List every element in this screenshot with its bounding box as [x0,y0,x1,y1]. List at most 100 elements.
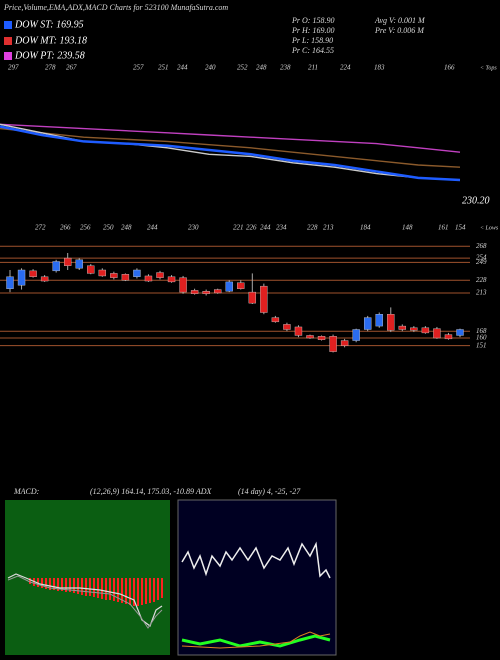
info: Pr O: 158.90 [291,16,334,25]
lows-label: < Lows [480,225,499,231]
top-value: 252 [237,64,248,72]
top-value: 238 [280,64,291,72]
candle-body [398,325,407,330]
info: Pre V: 0.006 M [374,26,425,35]
candle-body [329,336,337,352]
candle-body [294,326,303,336]
title: Price,Volume,EMA,ADX,MACD Charts for 523… [3,3,228,12]
macd-line [7,573,163,627]
low-value: 256 [80,224,91,232]
candle-body [225,281,233,292]
candle-body [271,317,280,323]
low-value: 228 [307,224,318,232]
macd-text: (12,26,9) 164.14, 175.03, -10.89 ADX [90,487,213,496]
low-value: 244 [147,224,158,232]
candle-body [121,274,130,281]
candle-body [237,282,245,289]
candle-body [190,290,199,294]
tops-label: < Tops [480,65,497,71]
low-value: 184 [360,224,371,232]
level-label: 213 [476,289,487,297]
low-value: 226 [246,224,257,232]
candle-body [375,314,383,327]
dow-label: DOW MT: 193.18 [14,35,87,46]
level-label: 160 [476,334,487,342]
level-label: 168 [476,327,487,335]
low-value: 272 [35,224,46,232]
dow-label: DOW ST: 169.95 [14,19,84,30]
low-value: 266 [60,224,71,232]
candle-body [421,327,430,334]
info: Avg V: 0.001 M [374,16,426,25]
candle-body [260,285,268,313]
candle-body [340,340,349,346]
candle-body [410,327,418,331]
macd-panel [5,500,170,655]
adx-text: (14 day) 4, -25, -27 [238,487,301,496]
candle-body [75,259,83,269]
dow-label: DOW PT: 239.58 [14,50,85,61]
info: Pr C: 164.55 [291,46,334,55]
info: Pr H: 169.00 [291,26,334,35]
macd-histogram [29,578,163,606]
candle-body [6,276,14,289]
candle-body [63,257,72,266]
candle-body [167,276,176,283]
level-label: 249 [476,258,487,266]
info: Pr L: 158.90 [291,36,333,45]
candle-body [213,289,222,294]
low-value: 154 [455,224,466,232]
level-label: 228 [476,276,487,284]
legend-swatch [4,52,12,60]
ema-line [0,123,461,153]
legend-swatch [4,37,12,45]
signal-line [7,575,163,629]
top-value: 278 [45,64,56,72]
adx-line [181,541,331,579]
low-value: 221 [233,224,244,232]
top-value: 183 [374,64,385,72]
candle-body [363,317,372,330]
low-value: 230 [188,224,199,232]
candle-body [144,275,153,282]
top-value: 251 [158,64,169,72]
candle-body [179,277,187,293]
top-value: 297 [8,64,19,72]
low-value: 234 [276,224,287,232]
di-minus-line [181,634,331,648]
legend-swatch [4,21,12,29]
candle-body [317,336,326,340]
di-plus-line [181,631,331,649]
candle-body [156,272,164,278]
level-label: 268 [476,242,487,250]
top-value: 244 [177,64,188,72]
macd-label: MACD: [13,487,40,496]
top-value: 240 [205,64,216,72]
candle-body [29,270,37,278]
candle-body [306,335,314,339]
candle-body [110,273,118,278]
candle-body [52,261,60,272]
candle-body [133,269,141,278]
level-label: 151 [476,341,487,349]
top-value: 166 [444,64,455,72]
top-value: 224 [340,64,351,72]
top-value: 211 [308,64,318,72]
candle-body [444,334,453,340]
candle-body [456,329,464,336]
ema-label: 230.20 [462,195,490,206]
low-value: 250 [103,224,114,232]
candle-body [87,265,95,274]
low-value: 213 [323,224,334,232]
level-label: 254 [476,254,487,262]
adx-panel [177,499,337,656]
candle-body [248,291,257,304]
low-value: 161 [438,224,449,232]
candle-body [40,276,49,282]
low-value: 244 [260,224,271,232]
candle-body [387,314,395,331]
top-value: 267 [66,64,77,72]
top-value: 257 [133,64,144,72]
candle-body [17,269,26,286]
